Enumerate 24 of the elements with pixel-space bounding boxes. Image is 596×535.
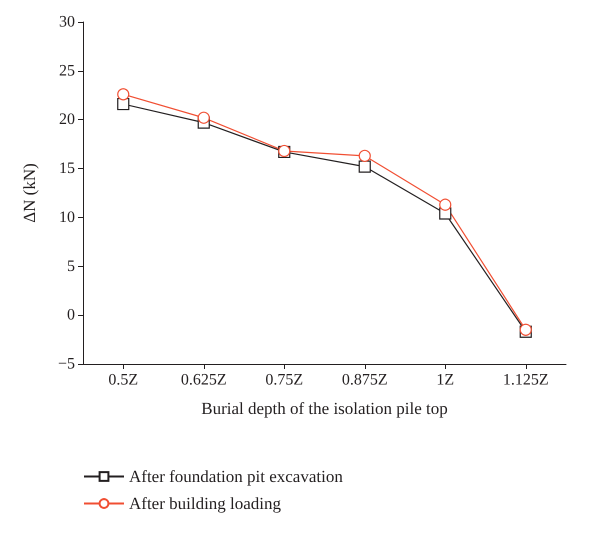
y-tick-label: 0 <box>67 306 75 324</box>
y-axis-title: ΔN (kN) <box>20 163 39 223</box>
x-tick-label: 1.125Z <box>502 372 549 388</box>
point <box>358 150 371 162</box>
x-tick-label: 0.5Z <box>108 372 138 388</box>
x-tick-label: 0.75Z <box>265 372 304 388</box>
x-tick-label: 1Z <box>436 372 454 388</box>
legend-label: After building loading <box>129 494 282 513</box>
y-tick-label: 25 <box>59 62 75 80</box>
point <box>439 198 452 211</box>
point <box>358 160 371 173</box>
y-tick-label: 20 <box>59 111 75 128</box>
point <box>117 88 130 100</box>
point <box>117 98 130 110</box>
x-axis-title: Burial depth of the isolation pile top <box>201 399 448 418</box>
x-tick-label: 0.625Z <box>180 372 227 388</box>
y-tick-label: 30 <box>59 14 75 30</box>
legend-label: After foundation pit excavation <box>129 467 344 486</box>
y-tick-label: 10 <box>59 208 75 226</box>
y-tick-label: −5 <box>58 356 75 372</box>
y-tick-label: 5 <box>67 258 75 275</box>
point <box>198 112 210 124</box>
x-tick-label: 0.875Z <box>342 372 388 388</box>
y-tick-label: 15 <box>59 160 75 178</box>
